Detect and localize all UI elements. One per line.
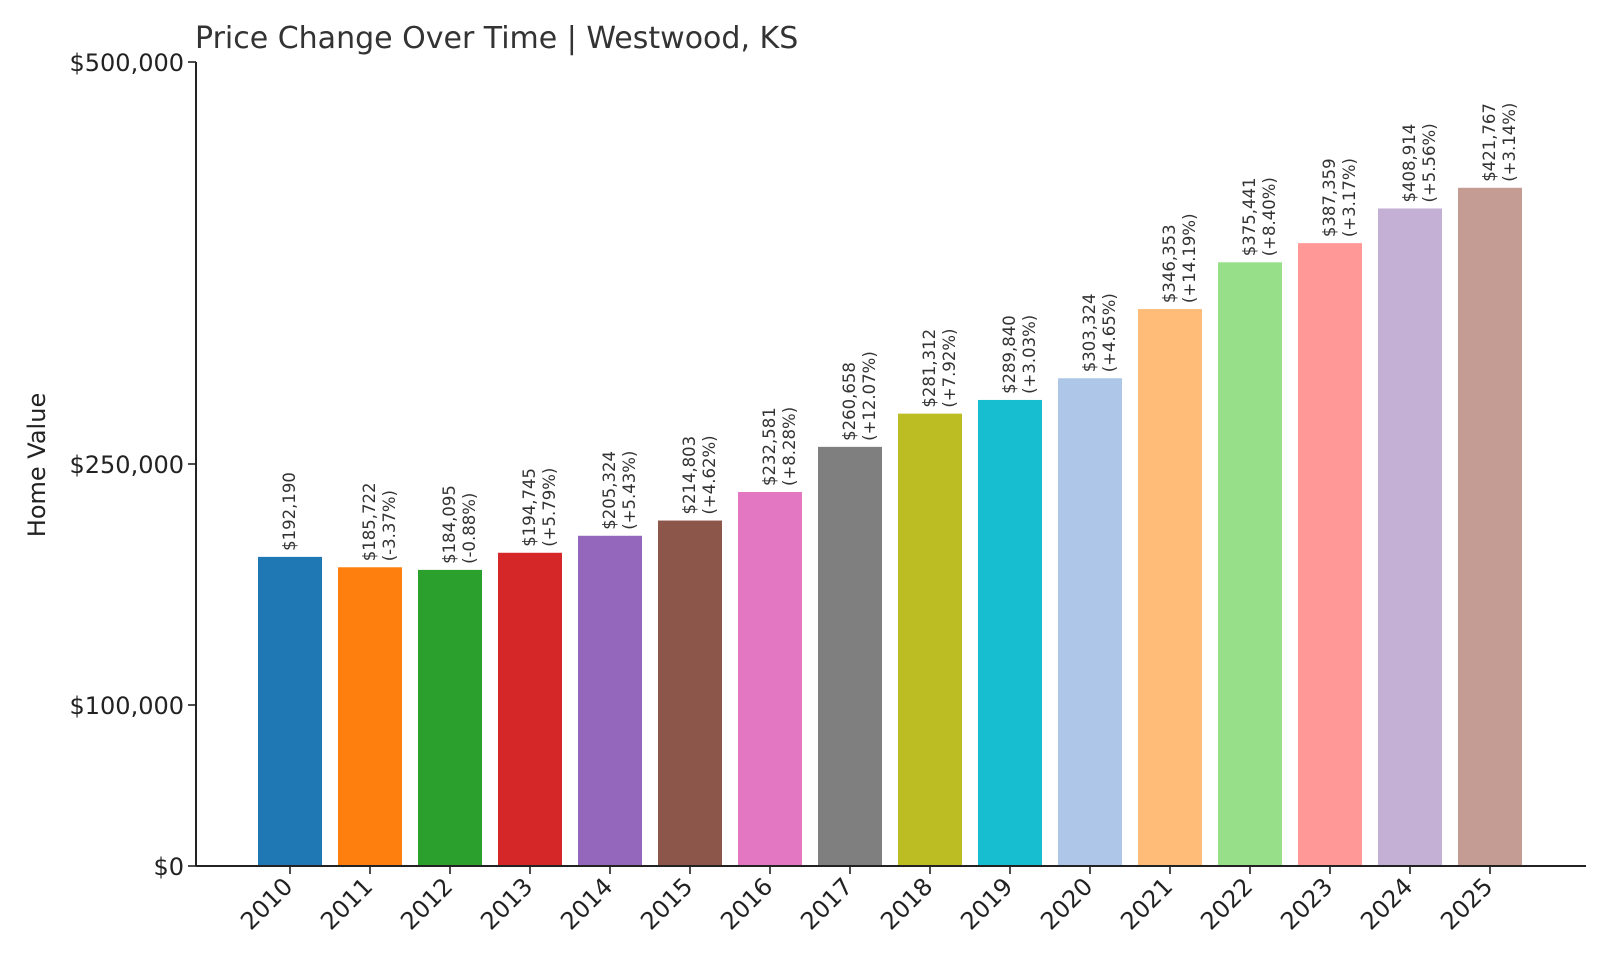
bar-2014 bbox=[578, 535, 642, 866]
y-tick-label-2: $250,000 bbox=[69, 451, 184, 479]
chart-title: Price Change Over Time | Westwood, KS bbox=[195, 21, 798, 56]
value-label-2012: $184,095 bbox=[440, 485, 459, 564]
x-tick-label-2016: 2016 bbox=[715, 872, 778, 935]
value-label-2019: $289,840 bbox=[1000, 315, 1019, 394]
bar-2023 bbox=[1298, 243, 1362, 867]
value-label-2010: $192,190 bbox=[280, 472, 299, 551]
value-label-2022: $375,441 bbox=[1240, 178, 1259, 257]
change-label-2015: (+4.62%) bbox=[700, 435, 719, 514]
change-label-2017: (+12.07%) bbox=[860, 351, 879, 441]
value-label-2015: $214,803 bbox=[680, 436, 699, 515]
x-tick-label-2020: 2020 bbox=[1035, 872, 1098, 935]
x-tick-label-2013: 2013 bbox=[475, 872, 538, 935]
change-label-2024: (+5.56%) bbox=[1420, 123, 1439, 202]
x-tick-label-2014: 2014 bbox=[555, 872, 618, 935]
x-tick-label-2022: 2022 bbox=[1195, 872, 1258, 935]
bar-2015 bbox=[658, 520, 722, 866]
value-label-2017: $260,658 bbox=[840, 362, 859, 441]
change-label-2011: (-3.37%) bbox=[380, 490, 399, 561]
bar-2025 bbox=[1458, 187, 1522, 867]
change-label-2021: (+14.19%) bbox=[1180, 213, 1199, 303]
x-tick-label-2023: 2023 bbox=[1275, 872, 1338, 935]
bar-2018 bbox=[898, 413, 962, 866]
value-label-2011: $185,722 bbox=[360, 483, 379, 562]
bar-2010 bbox=[258, 556, 322, 866]
value-label-2023: $387,359 bbox=[1320, 158, 1339, 237]
change-label-2014: (+5.43%) bbox=[620, 451, 639, 530]
data-labels: $192,190 $185,722 (-3.37%) $184,095 (-0.88%)… bbox=[280, 103, 1519, 564]
value-label-2018: $281,312 bbox=[920, 329, 939, 408]
x-tick-label-2012: 2012 bbox=[395, 872, 458, 935]
x-tick-label-2021: 2021 bbox=[1115, 872, 1178, 935]
value-label-2024: $408,914 bbox=[1400, 124, 1419, 203]
x-tick-label-2017: 2017 bbox=[795, 872, 858, 935]
bar-2016 bbox=[738, 491, 802, 866]
bar-2011 bbox=[338, 567, 402, 866]
change-label-2018: (+7.92%) bbox=[940, 329, 959, 408]
change-label-2016: (+8.28%) bbox=[780, 407, 799, 486]
bar-2020 bbox=[1058, 378, 1122, 866]
change-label-2022: (+8.40%) bbox=[1260, 177, 1279, 256]
change-label-2025: (+3.14%) bbox=[1500, 103, 1519, 182]
bar-2021 bbox=[1138, 309, 1202, 867]
change-label-2023: (+3.17%) bbox=[1340, 158, 1359, 237]
y-axis-label: Home Value bbox=[23, 393, 51, 537]
y-tick-label-1: $100,000 bbox=[69, 692, 184, 720]
bar-2013 bbox=[498, 552, 562, 866]
change-label-2019: (+3.03%) bbox=[1020, 315, 1039, 394]
y-tick-label-0: $0 bbox=[153, 853, 184, 881]
bars bbox=[258, 187, 1522, 867]
bar-2022 bbox=[1218, 262, 1282, 866]
value-label-2014: $205,324 bbox=[600, 451, 619, 530]
y-tick-label-3: $500,000 bbox=[69, 49, 184, 77]
x-tick-label-2011: 2011 bbox=[315, 872, 378, 935]
x-tick-label-2018: 2018 bbox=[875, 872, 938, 935]
value-label-2021: $346,353 bbox=[1160, 224, 1179, 303]
change-label-2013: (+5.79%) bbox=[540, 468, 559, 547]
value-label-2020: $303,324 bbox=[1080, 294, 1099, 373]
value-label-2013: $194,745 bbox=[520, 468, 539, 547]
x-tick-label-2015: 2015 bbox=[635, 872, 698, 935]
bar-2017 bbox=[818, 446, 882, 866]
value-label-2025: $421,767 bbox=[1480, 103, 1499, 182]
change-label-2012: (-0.88%) bbox=[460, 493, 479, 564]
bar-2019 bbox=[978, 399, 1042, 866]
bar-2012 bbox=[418, 569, 482, 866]
x-tick-label-2019: 2019 bbox=[955, 872, 1018, 935]
value-label-2016: $232,581 bbox=[760, 407, 779, 486]
y-axis-ticks: $0 $100,000 $250,000 $500,000 bbox=[69, 49, 196, 881]
x-tick-label-2025: 2025 bbox=[1435, 872, 1498, 935]
bar-2024 bbox=[1378, 208, 1442, 866]
x-axis-ticks: 2010 2011 2012 2013 2014 2015 2016 2017 2018 2019… bbox=[235, 866, 1498, 935]
change-label-2020: (+4.65%) bbox=[1100, 293, 1119, 372]
x-tick-label-2024: 2024 bbox=[1355, 872, 1418, 935]
x-tick-label-2010: 2010 bbox=[235, 872, 298, 935]
